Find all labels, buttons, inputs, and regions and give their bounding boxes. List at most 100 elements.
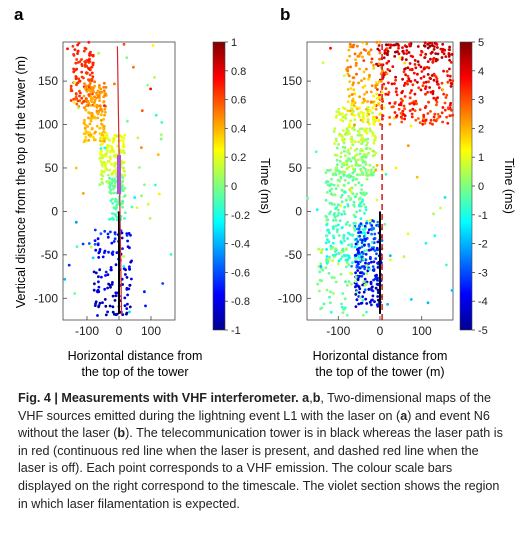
- data-point: [350, 112, 354, 116]
- data-point: [426, 42, 430, 46]
- data-point: [107, 282, 110, 286]
- data-point: [441, 42, 445, 46]
- data-point: [72, 67, 75, 71]
- data-point: [84, 123, 87, 127]
- data-point: [348, 256, 351, 260]
- data-point: [87, 133, 91, 137]
- data-point: [326, 183, 330, 187]
- data-point: [352, 200, 356, 204]
- data-point: [348, 198, 352, 202]
- data-point: [329, 46, 332, 50]
- data-point: [417, 86, 421, 90]
- data-point: [350, 107, 354, 110]
- colorbar-tick-label: -5: [478, 325, 488, 337]
- colorbar-tick-label: 0: [231, 181, 237, 193]
- data-point: [69, 87, 73, 90]
- data-point: [376, 288, 380, 292]
- data-point: [338, 133, 341, 137]
- colorbar-tick-label: 1: [231, 37, 237, 49]
- data-point: [348, 132, 351, 136]
- data-point: [102, 130, 105, 134]
- data-point: [394, 43, 397, 47]
- data-point: [340, 213, 344, 216]
- data-point: [355, 163, 358, 167]
- data-point: [406, 82, 409, 86]
- data-point: [357, 231, 360, 235]
- data-point: [121, 205, 124, 209]
- data-point: [143, 183, 146, 187]
- data-point: [85, 59, 89, 62]
- data-point: [424, 80, 428, 84]
- data-point: [345, 129, 349, 133]
- data-point: [423, 41, 427, 45]
- data-point: [421, 122, 425, 126]
- data-point: [119, 151, 122, 155]
- data-point: [98, 132, 102, 136]
- data-point: [367, 77, 370, 81]
- data-point: [72, 101, 76, 104]
- data-point: [111, 250, 115, 254]
- data-point: [114, 207, 117, 211]
- data-point: [108, 176, 111, 180]
- data-point: [398, 56, 402, 60]
- data-point: [448, 74, 452, 78]
- data-point: [376, 47, 380, 51]
- data-point: [446, 121, 450, 125]
- data-point: [372, 237, 376, 241]
- data-point: [123, 296, 127, 300]
- data-point: [369, 100, 373, 104]
- data-point: [451, 113, 455, 117]
- data-point: [135, 206, 139, 210]
- data-point: [439, 206, 442, 210]
- data-point: [96, 89, 100, 93]
- caption-separator: |: [50, 391, 62, 405]
- data-point: [361, 313, 365, 317]
- data-point: [349, 87, 353, 90]
- data-point: [357, 81, 360, 85]
- data-point: [111, 212, 114, 215]
- data-point: [421, 84, 425, 87]
- data-point: [333, 203, 336, 206]
- data-point: [99, 147, 103, 150]
- data-point: [342, 209, 346, 213]
- data-point: [343, 170, 346, 174]
- data-point: [357, 256, 361, 260]
- data-point: [102, 81, 106, 85]
- data-point: [354, 284, 358, 288]
- data-point: [103, 107, 107, 111]
- data-point: [128, 310, 131, 314]
- data-point: [121, 139, 125, 143]
- y-tick-label: -100: [34, 291, 58, 305]
- data-point: [151, 44, 155, 47]
- data-point: [423, 67, 426, 70]
- data-point: [328, 183, 332, 187]
- data-point: [416, 80, 419, 84]
- data-point: [360, 79, 363, 82]
- data-point: [428, 44, 432, 48]
- data-point: [154, 183, 157, 187]
- data-point: [157, 192, 161, 196]
- data-point: [372, 141, 376, 145]
- data-point: [109, 285, 112, 289]
- data-point: [130, 205, 134, 209]
- data-point: [347, 48, 351, 52]
- data-point: [402, 52, 406, 55]
- data-point: [415, 102, 419, 106]
- data-point: [363, 288, 367, 292]
- data-point: [355, 265, 359, 269]
- data-point: [363, 249, 366, 253]
- data-point: [366, 106, 369, 110]
- data-point: [363, 92, 366, 96]
- data-point: [369, 48, 373, 52]
- data-point: [83, 82, 86, 85]
- data-point: [111, 201, 115, 205]
- data-point: [332, 227, 335, 231]
- data-point: [103, 298, 107, 301]
- data-point: [403, 107, 406, 111]
- data-point: [350, 164, 354, 168]
- data-point: [367, 75, 371, 78]
- data-point: [429, 110, 432, 113]
- data-point: [353, 100, 357, 104]
- data-point: [436, 58, 439, 62]
- data-point: [349, 119, 352, 123]
